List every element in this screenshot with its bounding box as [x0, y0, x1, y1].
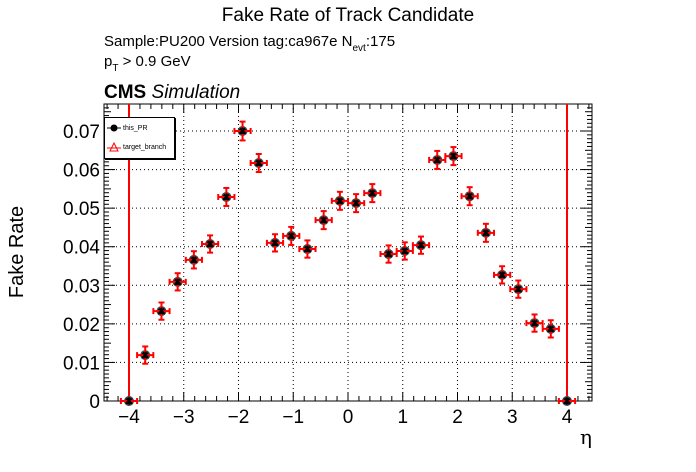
x-tick-label: 3 [507, 407, 518, 428]
data-point [314, 210, 333, 231]
y-tick-label: 0.02 [63, 315, 100, 336]
y-tick-label: 0.06 [63, 161, 100, 182]
data-point [428, 149, 447, 170]
data-point [460, 186, 479, 207]
data-point [395, 241, 414, 261]
pt-cut-value: > 0.9 GeV [118, 53, 191, 70]
data-point [330, 190, 349, 211]
data-point [184, 250, 203, 270]
data-point [493, 265, 512, 285]
cms-bold: CMS [104, 82, 147, 103]
sample-text: Sample:PU200 Version tag:ca967e N [104, 33, 353, 50]
legend: this_PR target_branch [104, 117, 175, 159]
data-point [200, 234, 220, 254]
x-tick-label: −3 [173, 407, 195, 428]
x-tick-label: −2 [228, 407, 250, 428]
red-triangle-marker-icon [107, 142, 121, 152]
x-tick-label: 0 [343, 407, 354, 428]
pt-subscript: T [112, 63, 119, 74]
data-point [379, 244, 398, 264]
y-tick-label: 0.03 [63, 276, 100, 297]
pt-symbol: p [104, 53, 113, 70]
legend-entry-this-pr: this_PR [107, 121, 148, 135]
y-tick-label: 0.05 [63, 199, 100, 220]
data-point [217, 186, 236, 207]
y-tick-label: 0 [89, 392, 100, 413]
data-point [347, 193, 366, 214]
black-circle-marker-icon [107, 124, 121, 132]
x-axis-label: η [580, 425, 592, 449]
pt-cut: pT > 0.9 GeV [104, 53, 191, 74]
data-point [411, 235, 431, 255]
data-point [509, 279, 528, 299]
data-point [525, 313, 544, 333]
legend-label: target_branch [123, 143, 167, 151]
legend-entry-target-branch: target_branch [107, 140, 166, 154]
data-point [282, 225, 301, 246]
data-point [265, 233, 285, 253]
data-point [476, 222, 496, 243]
data-point [233, 120, 252, 142]
cms-simulation: Simulation [151, 82, 241, 103]
data-point [557, 396, 577, 406]
data-point [541, 319, 560, 339]
x-tick-label: −4 [118, 407, 140, 428]
legend-label: this_PR [123, 124, 148, 132]
data-point [363, 183, 382, 204]
chart-title: Fake Rate of Track Candidate [221, 5, 475, 26]
x-tick-label: 1 [397, 407, 408, 428]
cms-label: CMS Simulation [104, 82, 240, 104]
nevt-value: :175 [365, 33, 396, 50]
x-tick-label: 4 [562, 407, 573, 428]
data-point [249, 153, 268, 174]
nevt-subscript: evt [352, 43, 366, 54]
x-tick-label: −1 [282, 407, 304, 428]
data-point [168, 272, 187, 292]
data-point [136, 345, 155, 365]
data-point [298, 239, 317, 259]
y-tick-label: 0.01 [63, 353, 100, 374]
sample-info: Sample:PU200 Version tag:ca967e Nevt:175 [104, 33, 396, 54]
data-point [119, 396, 139, 406]
y-tick-label: 0.04 [63, 238, 100, 259]
data-point [152, 301, 171, 321]
data-point [444, 146, 463, 167]
y-tick-label: 0.07 [63, 122, 100, 143]
x-tick-label: 2 [452, 407, 463, 428]
